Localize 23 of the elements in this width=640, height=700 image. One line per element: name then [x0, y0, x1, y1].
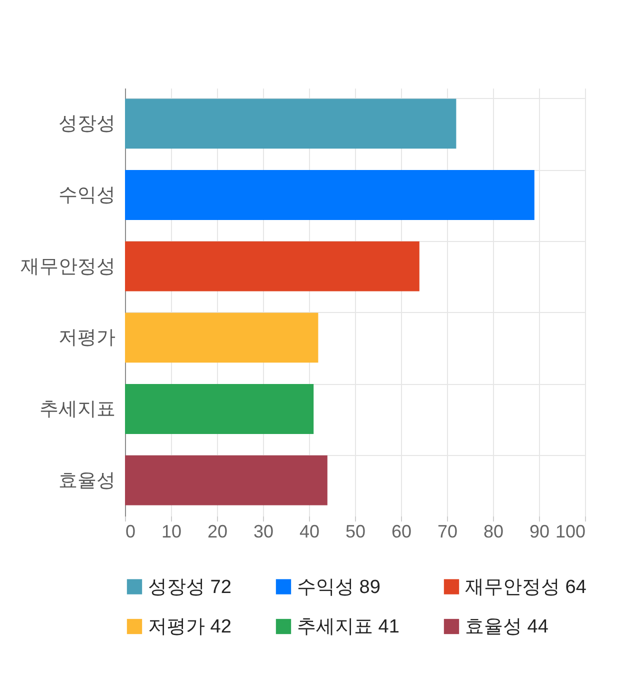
x-tick-label: 60 [391, 522, 412, 542]
x-tick-label: 10 [161, 522, 182, 542]
y-tick-label: 저평가 [58, 328, 116, 349]
y-tick-label: 성장성 [58, 114, 116, 135]
legend-label: 수익성 89 [297, 576, 380, 598]
x-tick-label: 40 [299, 522, 320, 542]
x-tick-label: 70 [437, 522, 458, 542]
x-tick-label: 90 [529, 522, 550, 542]
legend-label: 성장성 72 [148, 576, 232, 598]
y-tick-label: 효율성 [58, 470, 116, 492]
legend-label: 저평가 42 [148, 616, 232, 638]
y-tick-label: 수익성 [58, 185, 116, 206]
y-tick-label: 추세지표 [40, 399, 116, 420]
y-tick-label: 재무안정성 [20, 256, 116, 278]
legend-label: 효율성 44 [465, 616, 549, 638]
x-tick-label: 0 [126, 522, 136, 542]
legend-label: 추세지표 41 [297, 616, 400, 638]
x-tick-label: 20 [207, 522, 228, 542]
x-tick-label: 50 [345, 522, 366, 542]
x-tick-label: 30 [253, 522, 274, 542]
x-tick-label: 80 [483, 522, 504, 542]
legend-label: 재무안정성 64 [465, 576, 587, 598]
x-tick-label: 100 [555, 522, 586, 542]
